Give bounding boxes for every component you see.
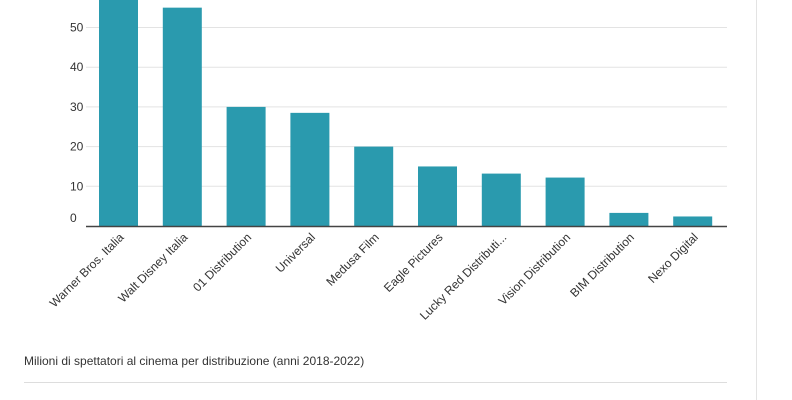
- y-tick-label: 10: [70, 179, 84, 193]
- bar: [226, 106, 266, 226]
- y-tick-label: 0: [70, 211, 77, 225]
- bar: [609, 212, 649, 226]
- bar: [673, 216, 713, 226]
- bar: [481, 173, 521, 226]
- x-tick-label: Warner Bros. Italia: [47, 230, 127, 310]
- right-divider: [756, 0, 757, 400]
- bar: [290, 112, 330, 226]
- x-tick-label: BIM Distribution: [567, 230, 637, 300]
- bar: [354, 146, 394, 226]
- y-tick-label: 50: [70, 21, 84, 35]
- bar: [99, 0, 138, 226]
- chart-caption: Milioni di spettatori al cinema per dist…: [24, 354, 365, 368]
- chart-area: 0 10 20 30 40 50 Warner Bros. Italia Walt Disne…: [47, 0, 727, 323]
- bar: [418, 166, 457, 226]
- x-tick-label: Nexo Digital: [645, 230, 701, 286]
- y-tick-label: 40: [70, 60, 84, 74]
- caption-divider: [24, 382, 727, 383]
- x-tick-label: 01 Distribution: [190, 230, 254, 294]
- bar: [545, 177, 585, 226]
- y-tick-label: 30: [70, 100, 84, 114]
- y-tick-label: 20: [70, 140, 84, 154]
- x-tick-label: Medusa Film: [323, 230, 381, 288]
- bar: [162, 7, 202, 227]
- x-tick-label: Walt Disney Italia: [115, 230, 190, 305]
- x-tick-label: Universal: [273, 230, 318, 275]
- x-tick-label: Eagle Pictures: [381, 230, 446, 295]
